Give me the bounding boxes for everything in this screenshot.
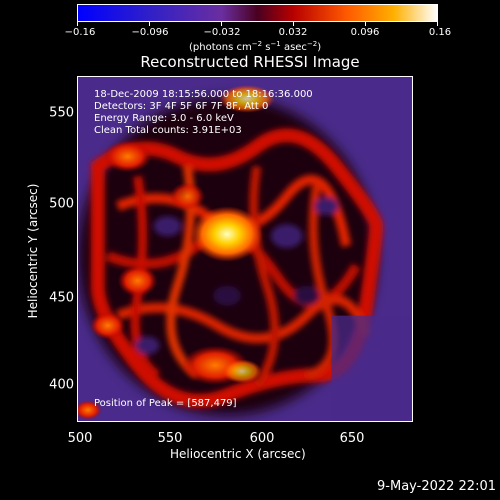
y-tick-label: 500 (49, 196, 74, 212)
clean-counts-text: Clean Total counts: 3.91E+03 (94, 125, 242, 136)
x-tick-label: 600 (249, 431, 275, 446)
time-range-text: 18-Dec-2009 18:15:56.000 to 18:16:36.000 (94, 89, 313, 100)
peak-position-text: Position of Peak = [587,479] (94, 398, 237, 409)
colorbar-tick-mark (149, 22, 150, 26)
detectors-text: Detectors: 3F 4F 5F 6F 7F 8F, Att 0 (94, 101, 269, 112)
colorbar-tick-mark (365, 22, 366, 26)
y-axis-label: Heliocentric Y (arcsec) (26, 183, 40, 319)
x-tick-label: 550 (157, 431, 183, 446)
colorbar-unit-label: (photons cm−2 s−1 asec−2) (189, 40, 322, 53)
colorbar-tick-label: −0.16 (64, 27, 96, 38)
generation-timestamp: 9-May-2022 22:01 (377, 479, 496, 494)
rhessi-image (77, 76, 413, 422)
x-axis-label: Heliocentric X (arcsec) (170, 447, 306, 461)
colorbar-tick-label: 0.096 (350, 27, 380, 38)
y-tick-label: 550 (49, 105, 74, 121)
x-tick-label: 500 (67, 431, 93, 446)
y-tick-label: 450 (49, 290, 74, 306)
colorbar-tick-label: −0.032 (203, 27, 241, 38)
energy-range-text: Energy Range: 3.0 - 6.0 keV (94, 113, 234, 124)
colorbar (77, 4, 438, 22)
colorbar-tick-mark (77, 22, 78, 26)
y-tick-label: 400 (49, 377, 74, 393)
colorbar-tick-mark (293, 22, 294, 26)
image-title: Reconstructed RHESSI Image (140, 53, 360, 71)
colorbar-tick-mark (437, 22, 438, 26)
colorbar-tick-label: 0.16 (428, 27, 452, 38)
colorbar-tick-mark (221, 22, 222, 26)
colorbar-tick-label: 0.032 (278, 27, 308, 38)
colorbar-tick-label: −0.096 (131, 27, 169, 38)
x-tick-label: 650 (339, 431, 365, 446)
